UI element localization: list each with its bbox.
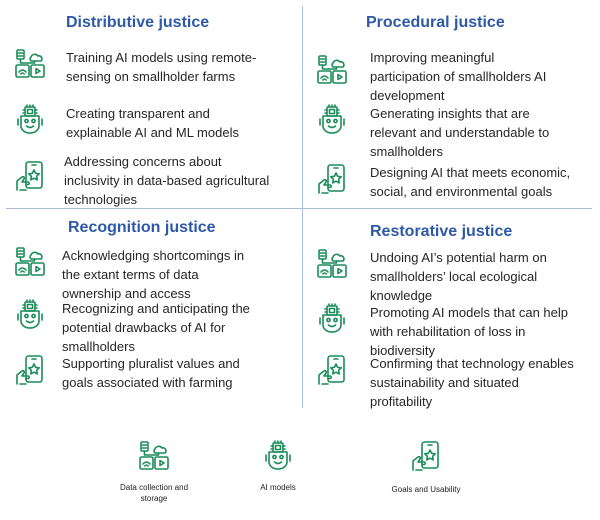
data-storage-icon <box>14 48 46 80</box>
distributive-item-1: Training AI models using remote- sensing… <box>14 48 256 86</box>
procedural-item-1: Improving meaningful participation of sm… <box>316 48 546 105</box>
legend-data-collection: Data collection and storage <box>100 440 208 504</box>
legend-ai-models: AI models <box>244 440 312 493</box>
recognition-justice-heading: Recognition justice <box>68 219 216 236</box>
ai-robot-icon <box>316 303 348 335</box>
ai-robot-icon <box>262 440 294 472</box>
procedural-item-3: Designing AI that meets economic, social… <box>316 163 570 201</box>
distributive-item-3: Addressing concerns about inclusivity in… <box>14 152 269 209</box>
data-storage-icon <box>138 440 170 472</box>
procedural-justice-heading: Procedural justice <box>366 14 505 31</box>
restorative-item-3: Confirming that technology enables susta… <box>316 354 574 411</box>
restorative-item-1: Undoing AI’s potential harm on smallhold… <box>316 248 547 305</box>
data-storage-icon <box>14 246 46 278</box>
goals-hand-phone-icon <box>14 160 46 192</box>
distributive-item-3-text: Addressing concerns about inclusivity in… <box>64 154 270 207</box>
recognition-item-1: Acknowledging shortcomings in the extant… <box>14 246 244 303</box>
vertical-divider <box>302 6 303 408</box>
restorative-item-3-text: Confirming that technology enables susta… <box>370 356 574 409</box>
recognition-item-2: Recognizing and anticipating the potenti… <box>14 299 250 356</box>
procedural-item-3-text: Designing AI that meets economic, social… <box>370 165 571 199</box>
restorative-item-1-text: Undoing AI’s potential harm on smallhold… <box>370 250 547 303</box>
goals-hand-phone-icon <box>410 440 442 472</box>
ai-robot-icon <box>316 104 348 136</box>
data-storage-icon <box>316 248 348 280</box>
restorative-item-2: Promoting AI models that can help with r… <box>316 303 568 360</box>
distributive-item-1-text: Training AI models using remote- sensing… <box>66 50 257 84</box>
distributive-item-2-text: Creating transparent and explainable AI … <box>66 106 239 140</box>
horizontal-divider <box>6 208 592 209</box>
goals-hand-phone-icon <box>316 163 348 195</box>
distributive-justice-heading: Distributive justice <box>66 14 210 31</box>
goals-hand-phone-icon <box>14 354 46 386</box>
recognition-item-2-text: Recognizing and anticipating the potenti… <box>62 301 250 354</box>
ai-robot-icon <box>14 104 46 136</box>
goals-hand-phone-icon <box>316 354 348 386</box>
restorative-item-2-text: Promoting AI models that can help with r… <box>370 305 569 358</box>
recognition-item-3-text: Supporting pluralist values and goals as… <box>62 356 240 390</box>
procedural-item-2-text: Generating insights that are relevant an… <box>370 106 550 159</box>
recognition-item-3: Supporting pluralist values and goals as… <box>14 354 240 392</box>
ai-robot-icon <box>14 299 46 331</box>
legend-data-collection-label: Data collection and storage <box>119 483 189 503</box>
data-storage-icon <box>316 54 348 86</box>
procedural-item-1-text: Improving meaningful participation of sm… <box>370 50 547 103</box>
legend-goals-usability-label: Goals and Usability <box>391 485 461 494</box>
restorative-justice-heading: Restorative justice <box>370 223 513 240</box>
procedural-item-2: Generating insights that are relevant an… <box>316 104 549 161</box>
distributive-item-2: Creating transparent and explainable AI … <box>14 104 239 142</box>
legend-ai-models-label: AI models <box>260 483 296 492</box>
legend-goals-usability: Goals and Usability <box>378 440 474 495</box>
recognition-item-1-text: Acknowledging shortcomings in the extant… <box>62 248 245 301</box>
